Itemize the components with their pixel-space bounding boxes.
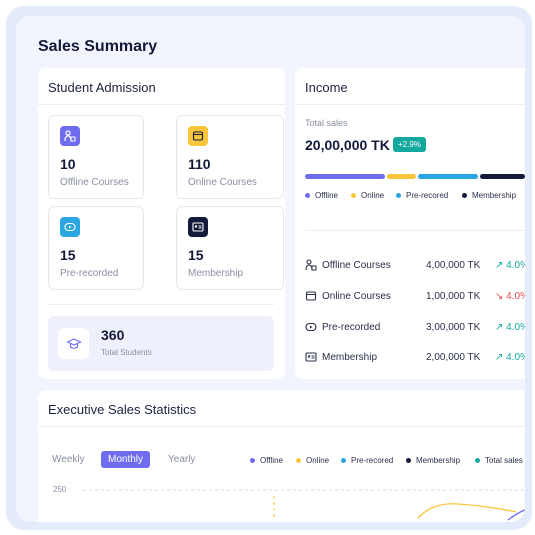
tile-offline-courses[interactable]: 10 Offline Courses [48,115,144,199]
income-row-name: Pre-recorded [322,322,381,333]
legend-label: Online [361,191,385,200]
trend-up-icon: ↗ 4.0% [495,352,525,363]
tile-value: 110 [188,156,211,172]
series-line-online [417,503,517,519]
membership-icon [188,217,208,237]
pre-recorded-icon [305,321,317,336]
legend-label: Offline [260,456,283,465]
legend-total-sales: Total sales [475,456,523,465]
legend-online: Online [296,456,329,465]
divider [305,230,525,231]
membership-icon [305,351,317,366]
income-row-offline-courses[interactable]: Offline Courses 4,00,000 TK ↗ 4.0% [305,258,525,274]
tile-label: Pre-recorded [60,268,119,279]
trend-up-icon: ↗ 4.0% [495,322,525,333]
tab-monthly[interactable]: Monthly [101,451,151,468]
distribution-segment-offline [305,174,385,179]
dashboard-canvas: Sales Summary Student Admission 10 Offli… [16,16,525,522]
online-courses-icon [305,290,317,305]
legend-dot [341,458,346,463]
offline-courses-icon [305,259,317,274]
income-row-name: Membership [322,352,378,363]
legend-label: Total sales [485,456,523,465]
income-row-amount: 1,00,000 TK [426,291,481,302]
tile-membership[interactable]: 15 Membership [176,206,284,290]
student-admission-card: Student Admission 10 Offline Courses 110… [38,68,285,379]
trend-up-icon: ↗ 4.0% [495,260,525,271]
legend-dot [462,193,467,198]
tile-label: Online Courses [188,177,257,188]
income-row-online-courses[interactable]: Online Courses 1,00,000 TK ↘ 4.0% [305,289,525,305]
income-row-change: 4.0% [506,352,525,363]
tile-online-courses[interactable]: 110 Online Courses [176,115,284,199]
total-sales-label: Total sales [305,118,348,128]
legend-dot [406,458,411,463]
legend-label: Pre-recored [406,191,449,200]
tile-label: Offline Courses [60,177,129,188]
income-row-pre-recorded[interactable]: Pre-recorded 3,00,000 TK ↗ 4.0% [305,320,525,336]
online-courses-icon [188,126,208,146]
tile-value: 15 [60,247,76,263]
distribution-segment-pre-recored [418,174,478,179]
legend-membership: Membership [462,191,516,200]
total-students-label: Total Students [101,348,152,357]
income-row-name: Online Courses [322,291,391,302]
tab-yearly[interactable]: Yearly [168,454,196,465]
card-title: Income [305,80,348,95]
income-row-change: 4.0% [506,260,525,271]
legend-dot [305,193,310,198]
legend-offline: Offline [250,456,283,465]
income-row-amount: 2,00,000 TK [426,352,481,363]
legend-dot [475,458,480,463]
growth-badge: +2.9% [393,137,426,152]
income-row-change: 4.0% [506,322,525,333]
divider [48,304,274,305]
trend-down-icon: ↘ 4.0% [495,291,525,302]
income-row-membership[interactable]: Membership 2,00,000 TK ↗ 4.0% [305,350,525,366]
divider [38,426,525,427]
income-row-change: 4.0% [506,291,525,302]
divider [295,104,525,105]
legend-label: Membership [416,456,461,465]
income-row-amount: 4,00,000 TK [426,260,481,271]
card-title: Student Admission [48,80,156,95]
distribution-segment-membership [480,174,525,179]
card-title: Executive Sales Statistics [48,402,197,417]
legend-offline: Offline [305,191,338,200]
total-sales-value: 20,00,000 TK [305,137,390,153]
y-axis-tick: 250 [53,485,67,494]
legend-membership: Membership [406,456,460,465]
legend-pre-recorded: Pre-recored [341,456,393,465]
legend-dot [250,458,255,463]
pre-recorded-icon [60,217,80,237]
sales-statistics-card: Executive Sales Statistics Weekly Monthl… [38,390,525,522]
offline-courses-icon [60,126,80,146]
legend-label: Membership [472,191,517,200]
income-card: Income Total sales 20,00,000 TK +2.9% Of… [295,68,525,379]
legend-label: Offline [315,191,338,200]
legend-dot [351,193,356,198]
page-title: Sales Summary [38,38,158,55]
legend-dot [296,458,301,463]
tile-value: 10 [60,156,76,172]
legend-pre-recorded: Pre-recored [396,191,448,200]
legend-dot [396,193,401,198]
distribution-segment-online [387,174,416,179]
income-row-amount: 3,00,000 TK [426,322,481,333]
legend-label: Pre-recored [351,456,394,465]
tile-pre-recorded[interactable]: 15 Pre-recorded [48,206,144,290]
sales-line-chart [83,489,525,521]
total-students-value: 360 [101,327,125,343]
legend-label: Online [306,456,330,465]
dashboard-frame: Sales Summary Student Admission 10 Offli… [6,6,532,530]
divider [38,104,285,105]
graduation-cap-icon [58,328,89,359]
tile-label: Membership [188,268,244,279]
tile-value: 15 [188,247,204,263]
income-row-name: Offline Courses [322,260,391,271]
series-line-offline [507,509,525,521]
total-students-panel: 360 Total Students [48,316,274,371]
legend-online: Online [351,191,384,200]
tab-weekly[interactable]: Weekly [52,454,85,465]
